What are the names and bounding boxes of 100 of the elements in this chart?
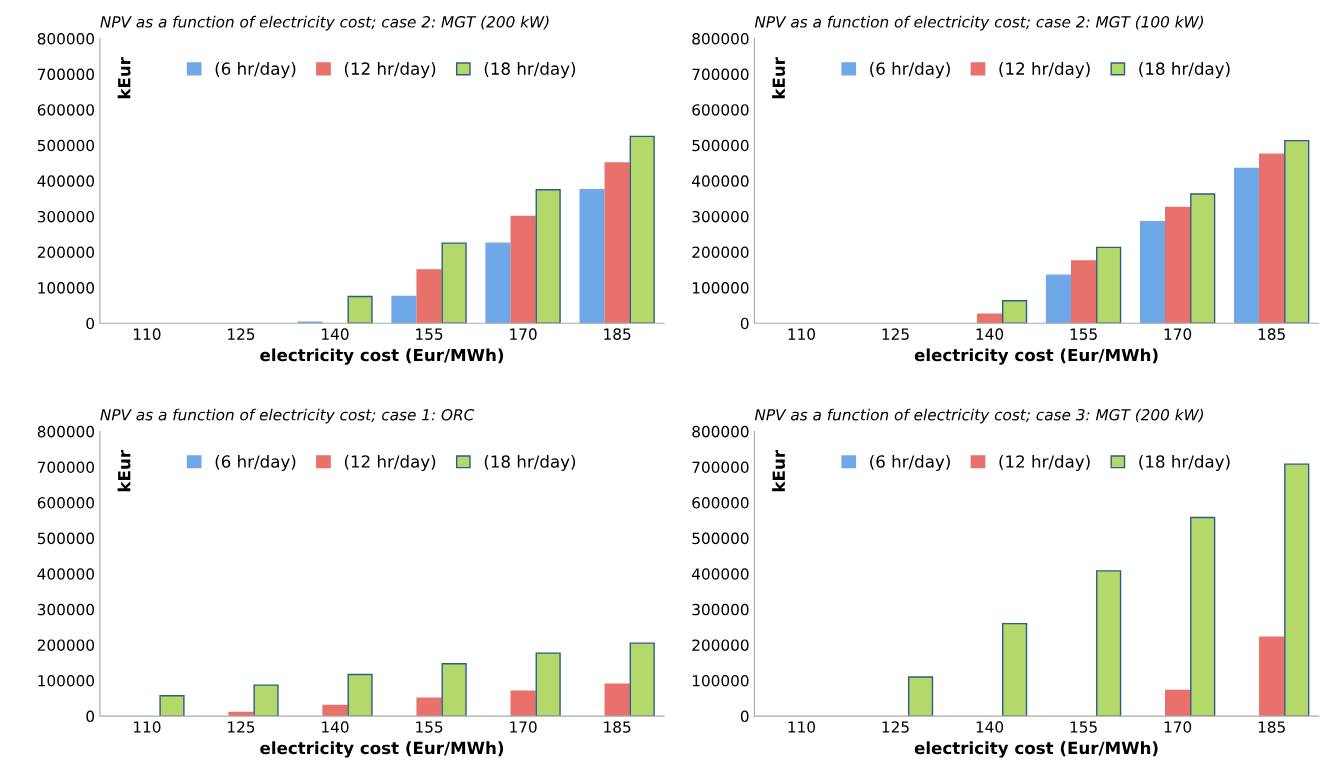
x-tick-label: 110: [134, 328, 161, 340]
y-axis-title: kEur: [117, 57, 131, 99]
y-tick-label: 100000: [38, 674, 95, 687]
legend-label: (18 hr/day): [484, 62, 576, 79]
y-tick-label: 500000: [37, 139, 95, 152]
legend-label: (18 hr/day): [1139, 454, 1230, 472]
y-tick-label: 700000: [37, 461, 95, 473]
y-axis-title: kEur: [772, 450, 786, 492]
bar: [391, 295, 417, 324]
x-axis-title: electricity cost (Eur/MWh): [914, 741, 1158, 758]
chart-title: NPV as a function of electricity cost; case 1: ORC: [100, 408, 475, 424]
y-tick-label: 200000: [37, 639, 95, 651]
x-tick-label: 170: [1164, 721, 1192, 733]
y-tick-label: 600000: [692, 104, 749, 116]
y-tick-label: 400000: [691, 175, 749, 187]
y-axis-title: kEur: [772, 57, 786, 99]
y-tick-label: 200000: [692, 246, 749, 259]
bar: [629, 135, 655, 324]
chart-title: NPV as a function of electricity cost; case 2: MGT (100 kW): [754, 15, 1204, 31]
legend-label: (12 hr/day): [344, 454, 436, 472]
bar: [1259, 636, 1285, 717]
bar: [510, 215, 536, 324]
x-tick-label: 110: [134, 721, 161, 733]
x-tick-label: 170: [510, 328, 537, 340]
bar: [1096, 246, 1122, 324]
y-tick-label: 0: [86, 710, 95, 723]
y-tick-label: 700000: [692, 461, 749, 473]
y-tick-label: 600000: [692, 497, 749, 509]
chart-title: NPV as a function of electricity cost; case 3: MGT (200 kW): [754, 408, 1204, 424]
legend-label: (6 hr/day): [215, 62, 296, 79]
bar: [1002, 300, 1028, 324]
bar: [1002, 622, 1028, 717]
y-tick-label: 0: [740, 710, 749, 723]
bar: [1165, 689, 1191, 717]
y-tick-label: 100000: [692, 282, 749, 294]
legend-label: (12 hr/day): [999, 454, 1090, 472]
y-tick-label: 800000: [692, 32, 749, 45]
y-tick-label: 300000: [692, 210, 749, 223]
x-tick-label: 185: [1258, 721, 1285, 733]
y-tick-label: 400000: [37, 175, 95, 187]
bar: [907, 676, 934, 717]
bar: [1165, 206, 1191, 324]
bar: [535, 652, 561, 717]
bar: [579, 189, 605, 324]
bar: [347, 295, 373, 324]
bar: [1190, 516, 1216, 717]
x-axis-title: electricity cost (Eur/MWh): [260, 741, 504, 758]
x-tick-label: 110: [788, 721, 816, 733]
legend-label: (6 hr/day): [870, 454, 950, 472]
y-tick-label: 0: [86, 317, 95, 330]
x-tick-label: 140: [976, 721, 1004, 733]
bar: [604, 162, 630, 324]
bar: [1070, 260, 1097, 324]
bar: [416, 269, 442, 324]
x-tick-label: 170: [1164, 328, 1192, 340]
y-tick-label: 400000: [691, 568, 749, 580]
bar: [629, 642, 655, 717]
y-tick-label: 200000: [692, 639, 749, 651]
bar: [347, 673, 373, 717]
x-tick-label: 155: [416, 328, 443, 340]
y-tick-label: 700000: [37, 68, 95, 81]
legend-label: (12 hr/day): [999, 62, 1090, 79]
x-tick-label: 140: [322, 721, 349, 733]
x-tick-label: 185: [1258, 328, 1285, 340]
y-tick-label: 300000: [692, 603, 749, 616]
bar: [441, 242, 467, 324]
legend-label: (18 hr/day): [1139, 62, 1230, 79]
x-tick-label: 185: [604, 721, 631, 733]
y-tick-label: 800000: [37, 32, 95, 45]
x-axis-title: electricity cost (Eur/MWh): [260, 348, 504, 365]
chart-title: NPV as a function of electricity cost; case 2: MGT (200 kW): [100, 15, 549, 31]
bar: [1259, 153, 1285, 324]
bar: [1096, 570, 1122, 717]
y-tick-label: 300000: [37, 603, 95, 616]
y-tick-label: 200000: [37, 246, 95, 259]
x-tick-label: 170: [510, 721, 537, 733]
bar: [604, 683, 630, 717]
legend-label: (6 hr/day): [215, 454, 296, 472]
y-tick-label: 800000: [692, 425, 749, 438]
x-tick-label: 155: [416, 721, 443, 733]
bar: [485, 242, 511, 324]
y-axis-title: kEur: [117, 450, 131, 492]
y-tick-label: 100000: [692, 674, 749, 687]
x-tick-label: 125: [882, 721, 909, 733]
bar: [976, 313, 1003, 324]
legend-label: (12 hr/day): [344, 62, 436, 79]
bar: [159, 695, 185, 717]
x-tick-label: 155: [1070, 721, 1097, 733]
y-tick-label: 600000: [37, 497, 95, 509]
bar: [1139, 221, 1166, 324]
x-tick-label: 155: [1070, 328, 1097, 340]
x-tick-label: 110: [788, 328, 816, 340]
y-tick-label: 0: [740, 317, 749, 330]
bar: [1045, 274, 1072, 324]
bar: [1284, 463, 1310, 717]
x-axis-title: electricity cost (Eur/MWh): [914, 348, 1158, 365]
y-tick-label: 600000: [37, 104, 95, 116]
y-tick-label: 500000: [692, 532, 749, 545]
legend-label: (18 hr/day): [484, 454, 576, 472]
bar: [253, 684, 279, 717]
